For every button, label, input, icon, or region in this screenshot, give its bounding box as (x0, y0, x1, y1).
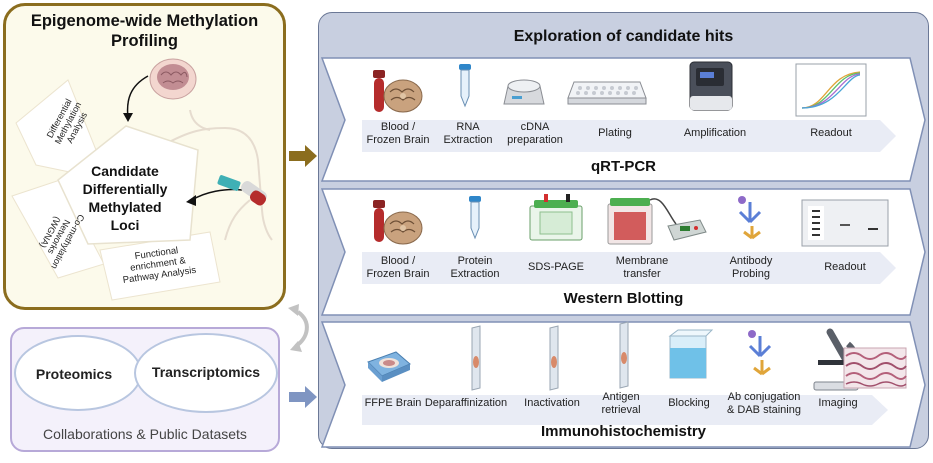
power-supply-icon (667, 219, 707, 241)
human-figure-icon (161, 109, 273, 241)
step-label: Blood / Frozen Brain (366, 121, 430, 146)
slide-icon (619, 321, 629, 389)
western-blotting-title: Western Blotting (563, 290, 684, 307)
candidate-loci-label: Candidate Differentially Methylated Loci (82, 163, 168, 233)
proteomics-circle (14, 335, 142, 411)
ffpe-block-icon (367, 351, 411, 382)
brain-head-icon (149, 58, 197, 100)
plate-icon (567, 81, 647, 105)
methylation-panel-title: Epigenome-wide Methylation Profiling (30, 12, 259, 50)
step-label: Ab conjugation & DAB staining (727, 391, 801, 416)
thermocycler-icon (689, 61, 733, 111)
gel-tank-icon (529, 194, 583, 241)
step-label: Inactivation (524, 397, 580, 409)
antibody-icon (748, 330, 772, 376)
step-label: Readout (810, 127, 852, 139)
step-label: cDNA preparation (507, 121, 563, 146)
blood-draw-tube-icon (217, 175, 267, 206)
step-label: Amplification (683, 127, 747, 139)
proteomics-label: Proteomics (35, 366, 113, 382)
connector-arrows (288, 145, 317, 408)
step-label: Imaging (818, 397, 858, 409)
transcriptomics-label: Transcriptomics (151, 364, 261, 380)
step-label: Readout (824, 261, 866, 273)
blood-tube-icon (373, 70, 385, 112)
loci-diagram (11, 75, 243, 301)
transcriptomics-circle (134, 333, 278, 413)
step-label: Blocking (668, 397, 710, 409)
step-label: Antigen retrieval (601, 391, 641, 416)
gel-readout-icon (801, 199, 889, 247)
step-label: Deparaffinization (424, 397, 508, 409)
qrtpcr-title: qRT-PCR (591, 158, 656, 175)
microtube-icon (469, 196, 481, 240)
amplification-curve-icon (795, 63, 867, 117)
microtube-icon (459, 64, 471, 108)
tissue-image-icon (843, 347, 907, 389)
slide-icon (549, 325, 559, 391)
blood-tube-icon (373, 200, 385, 242)
step-label: FFPE Brain (364, 397, 422, 409)
step-label: Protein Extraction (450, 255, 500, 280)
centrifuge-icon (503, 79, 545, 105)
exploration-panel-title: Exploration of candidate hits (513, 28, 734, 45)
antibody-icon (738, 196, 762, 240)
step-label: Plating (598, 127, 632, 139)
collaborations-caption: Collaborations & Public Datasets (43, 426, 247, 442)
step-label: Antibody Probing (729, 255, 773, 280)
step-label: Membrane transfer (615, 255, 669, 280)
brain-section-icon (383, 79, 423, 113)
immunohistochemistry-title: Immunohistochemistry (540, 423, 707, 440)
step-label: SDS-PAGE (527, 261, 585, 273)
slide-icon (471, 325, 481, 391)
brain-section-icon (383, 211, 423, 245)
membrane-transfer-icon (607, 198, 677, 245)
blocking-cube-icon (668, 329, 714, 379)
step-label: RNA Extraction (443, 121, 493, 146)
step-label: Blood / Frozen Brain (366, 255, 430, 280)
